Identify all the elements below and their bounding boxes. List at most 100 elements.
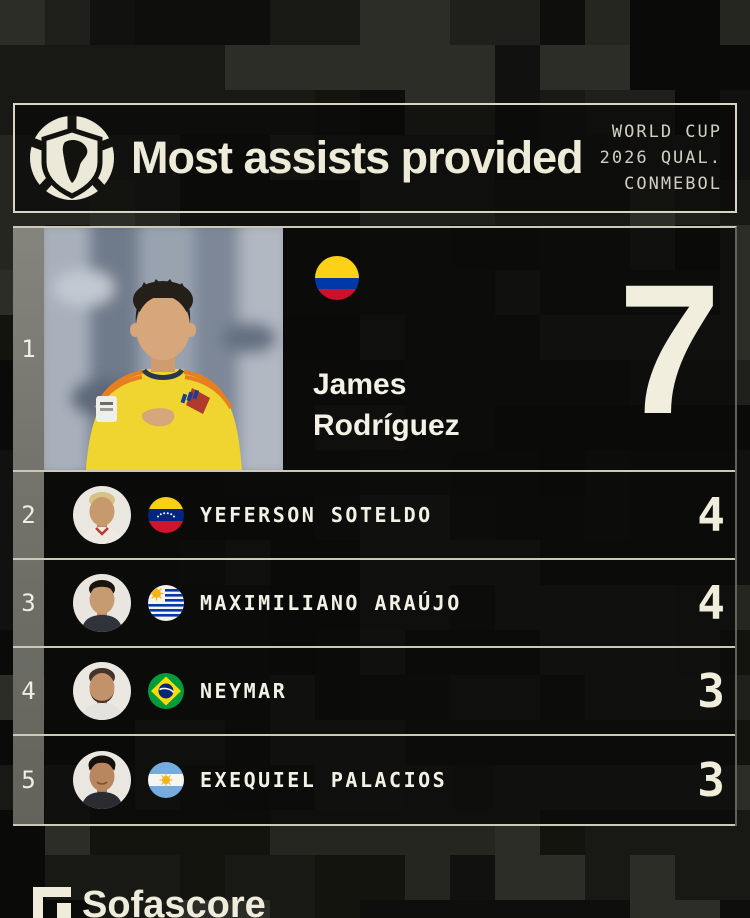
camo-tile <box>360 45 405 90</box>
competition-line: WORLD CUP <box>611 122 722 142</box>
leader-first-name: James <box>313 368 407 401</box>
assists-value: 4 <box>697 488 725 542</box>
camo-tile <box>630 0 675 45</box>
player-avatar <box>73 574 131 632</box>
camo-tile <box>495 45 540 90</box>
camo-tile <box>720 45 750 90</box>
camo-tile <box>495 855 540 900</box>
camo-tile <box>585 855 630 900</box>
table-row: 2 <box>13 472 735 560</box>
camo-tile <box>315 900 360 918</box>
colombia-flag-icon <box>315 256 359 300</box>
conmebol-logo-icon <box>30 115 114 200</box>
camo-tile <box>405 855 450 900</box>
camo-tile <box>270 0 315 45</box>
rank-number: 3 <box>21 589 36 617</box>
player-avatar <box>73 751 131 809</box>
camo-tile <box>225 900 270 918</box>
assists-value: 3 <box>697 753 725 807</box>
assists-value: 3 <box>697 664 725 718</box>
competition-line: 2026 QUAL. <box>599 148 722 168</box>
sofascore-logo-icon <box>33 887 71 918</box>
camo-tile <box>585 0 630 45</box>
camo-tile <box>270 855 315 900</box>
camo-tile <box>45 0 90 45</box>
camo-tile <box>450 0 495 45</box>
player-avatar <box>73 486 131 544</box>
camo-tile <box>270 900 315 918</box>
camo-tile <box>225 45 270 90</box>
camo-tile <box>270 45 315 90</box>
camo-tile <box>135 855 180 900</box>
camo-tile <box>585 900 630 918</box>
brand-name: Sofascore <box>82 884 266 918</box>
player-name: YEFERSON SOTELDO <box>200 503 433 527</box>
table-row: 3 <box>13 560 735 648</box>
camo-tile <box>360 855 405 900</box>
rank-number: 2 <box>21 501 36 529</box>
camo-tile <box>450 45 495 90</box>
camo-tile <box>315 45 360 90</box>
camo-tile <box>630 45 675 90</box>
camo-tile <box>675 0 720 45</box>
camo-tile <box>180 45 225 90</box>
rank-number: 4 <box>21 677 36 705</box>
camo-tile <box>315 0 360 45</box>
camo-tile <box>675 45 720 90</box>
player-name: EXEQUIEL PALACIOS <box>200 768 448 792</box>
uruguay-flag-icon <box>148 585 184 621</box>
camo-tile <box>45 45 90 90</box>
argentina-flag-icon <box>148 762 184 798</box>
camo-tile <box>180 0 225 45</box>
camo-tile <box>135 45 180 90</box>
camo-tile <box>720 900 750 918</box>
camo-tile <box>495 900 540 918</box>
rank-column <box>13 228 44 826</box>
competition-label: WORLD CUP 2026 QUAL. CONMEBOL <box>600 119 722 197</box>
camo-tile <box>675 900 720 918</box>
assists-value: 4 <box>697 576 725 630</box>
venezuela-flag-icon <box>148 497 184 533</box>
camo-tile <box>405 45 450 90</box>
rank-number: 5 <box>21 766 36 794</box>
leader-last-name: Rodríguez <box>313 409 460 442</box>
player-name: MAXIMILIANO ARAÚJO <box>200 591 462 615</box>
camo-tile <box>225 855 270 900</box>
competition-line: CONMEBOL <box>624 174 722 194</box>
camo-tile <box>0 45 45 90</box>
rank-number: 1 <box>21 335 36 363</box>
table-row: 4 <box>13 648 735 736</box>
table-row: 5 <box>13 736 735 826</box>
camo-tile <box>585 45 630 90</box>
camo-tile <box>720 0 750 45</box>
leader-row: 1 <box>13 228 735 472</box>
page-title: Most assists provided <box>131 132 584 183</box>
camo-tile <box>180 900 225 918</box>
camo-tile <box>675 855 720 900</box>
leader-name: James Rodríguez <box>313 364 460 446</box>
leaderboard: 1 <box>13 226 737 826</box>
camo-tile <box>450 855 495 900</box>
player-avatar <box>73 662 131 720</box>
player-photo-james-rodriguez <box>44 228 283 470</box>
camo-tile <box>90 855 135 900</box>
camo-tile <box>0 0 45 45</box>
camo-tile <box>630 900 675 918</box>
camo-tile <box>180 855 225 900</box>
camo-tile <box>540 855 585 900</box>
camo-tile <box>495 0 540 45</box>
camo-tile <box>720 855 750 900</box>
camo-tile <box>360 900 405 918</box>
camo-tile <box>540 900 585 918</box>
camo-tile <box>450 900 495 918</box>
camo-tile <box>90 45 135 90</box>
camo-tile <box>540 0 585 45</box>
camo-tile <box>90 0 135 45</box>
footer: Sofascore <box>33 884 266 918</box>
camo-tile <box>630 855 675 900</box>
camo-tile <box>135 0 180 45</box>
camo-tile <box>405 0 450 45</box>
leader-assists-value: 7 <box>618 247 721 453</box>
camo-tile <box>405 900 450 918</box>
